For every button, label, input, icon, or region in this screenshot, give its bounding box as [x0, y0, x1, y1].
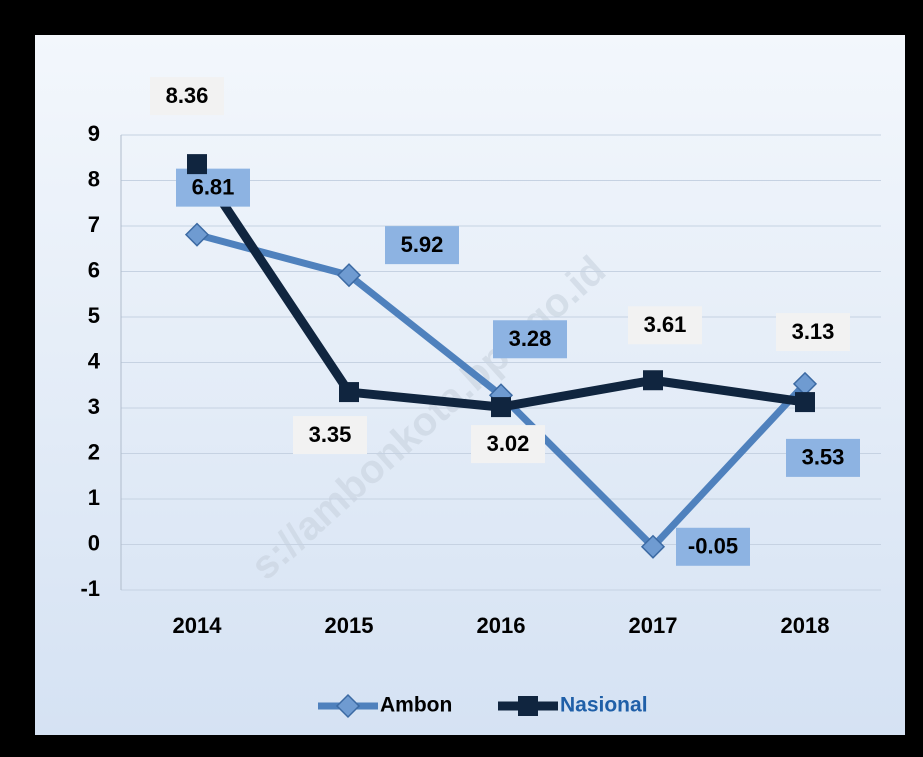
panel [35, 35, 905, 735]
marker [643, 370, 663, 391]
data-label: 3.35 [309, 422, 352, 447]
y-tick-label: 7 [88, 212, 100, 237]
y-tick-label: 9 [88, 121, 100, 146]
label-box [385, 226, 459, 265]
x-tick-label: 2016 [477, 613, 526, 638]
y-tick-label: 0 [88, 530, 100, 555]
data-label: 3.02 [487, 431, 530, 456]
y-tick-label: 8 [88, 166, 100, 191]
x-tick-label: 2014 [173, 613, 223, 638]
marker [184, 222, 210, 247]
marker [640, 534, 666, 559]
y-tick-label: 3 [88, 394, 100, 419]
y-tick-label: -1 [80, 576, 100, 601]
label-box [628, 306, 702, 345]
data-label: 5.92 [401, 232, 444, 257]
y-tick-label: 1 [88, 485, 100, 510]
marker [518, 696, 538, 716]
data-label: 6.81 [192, 174, 235, 199]
y-tick-label: 2 [88, 439, 100, 464]
label-box [176, 168, 250, 207]
data-label: 8.36 [166, 83, 209, 108]
marker [335, 693, 361, 719]
data-label: 3.28 [509, 326, 552, 351]
marker [339, 382, 359, 403]
data-label: 3.53 [802, 445, 845, 470]
y-tick-label: 6 [88, 257, 100, 282]
label-box [493, 320, 567, 359]
label-box [776, 313, 850, 352]
legend-label: Ambon [380, 694, 452, 717]
label-box [293, 416, 367, 455]
label-box [471, 425, 545, 464]
label-box [676, 527, 750, 566]
x-tick-label: 2015 [325, 613, 374, 638]
marker [336, 263, 362, 288]
data-label: 3.61 [644, 312, 687, 337]
x-tick-label: 2017 [629, 613, 678, 638]
data-label: -0.05 [688, 534, 738, 559]
marker [491, 397, 511, 418]
marker [187, 154, 207, 175]
label-box [150, 77, 224, 116]
legend-label: Nasional [560, 694, 648, 717]
y-tick-label: 5 [88, 303, 100, 328]
label-box [786, 438, 860, 477]
x-tick-label: 2018 [781, 613, 830, 638]
data-label: 3.13 [792, 319, 835, 344]
y-tick-label: 4 [88, 348, 101, 373]
marker [795, 392, 815, 413]
